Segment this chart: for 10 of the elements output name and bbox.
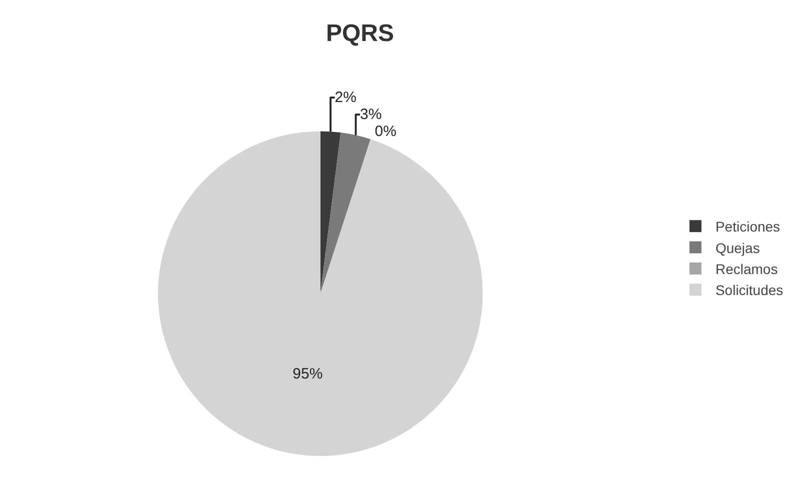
chart-title: PQRS	[326, 20, 394, 48]
legend-label: Peticiones	[715, 218, 780, 235]
legend-label: Quejas	[715, 240, 760, 256]
pie-slice	[320, 132, 371, 294]
text: 0%	[374, 123, 396, 140]
data-label: 2%	[334, 89, 356, 106]
data-label: 95%	[292, 365, 323, 382]
legend-label: Solicitudes	[715, 282, 784, 298]
data-label: 3%	[360, 106, 382, 124]
legend-label: Reclamos	[715, 260, 778, 277]
